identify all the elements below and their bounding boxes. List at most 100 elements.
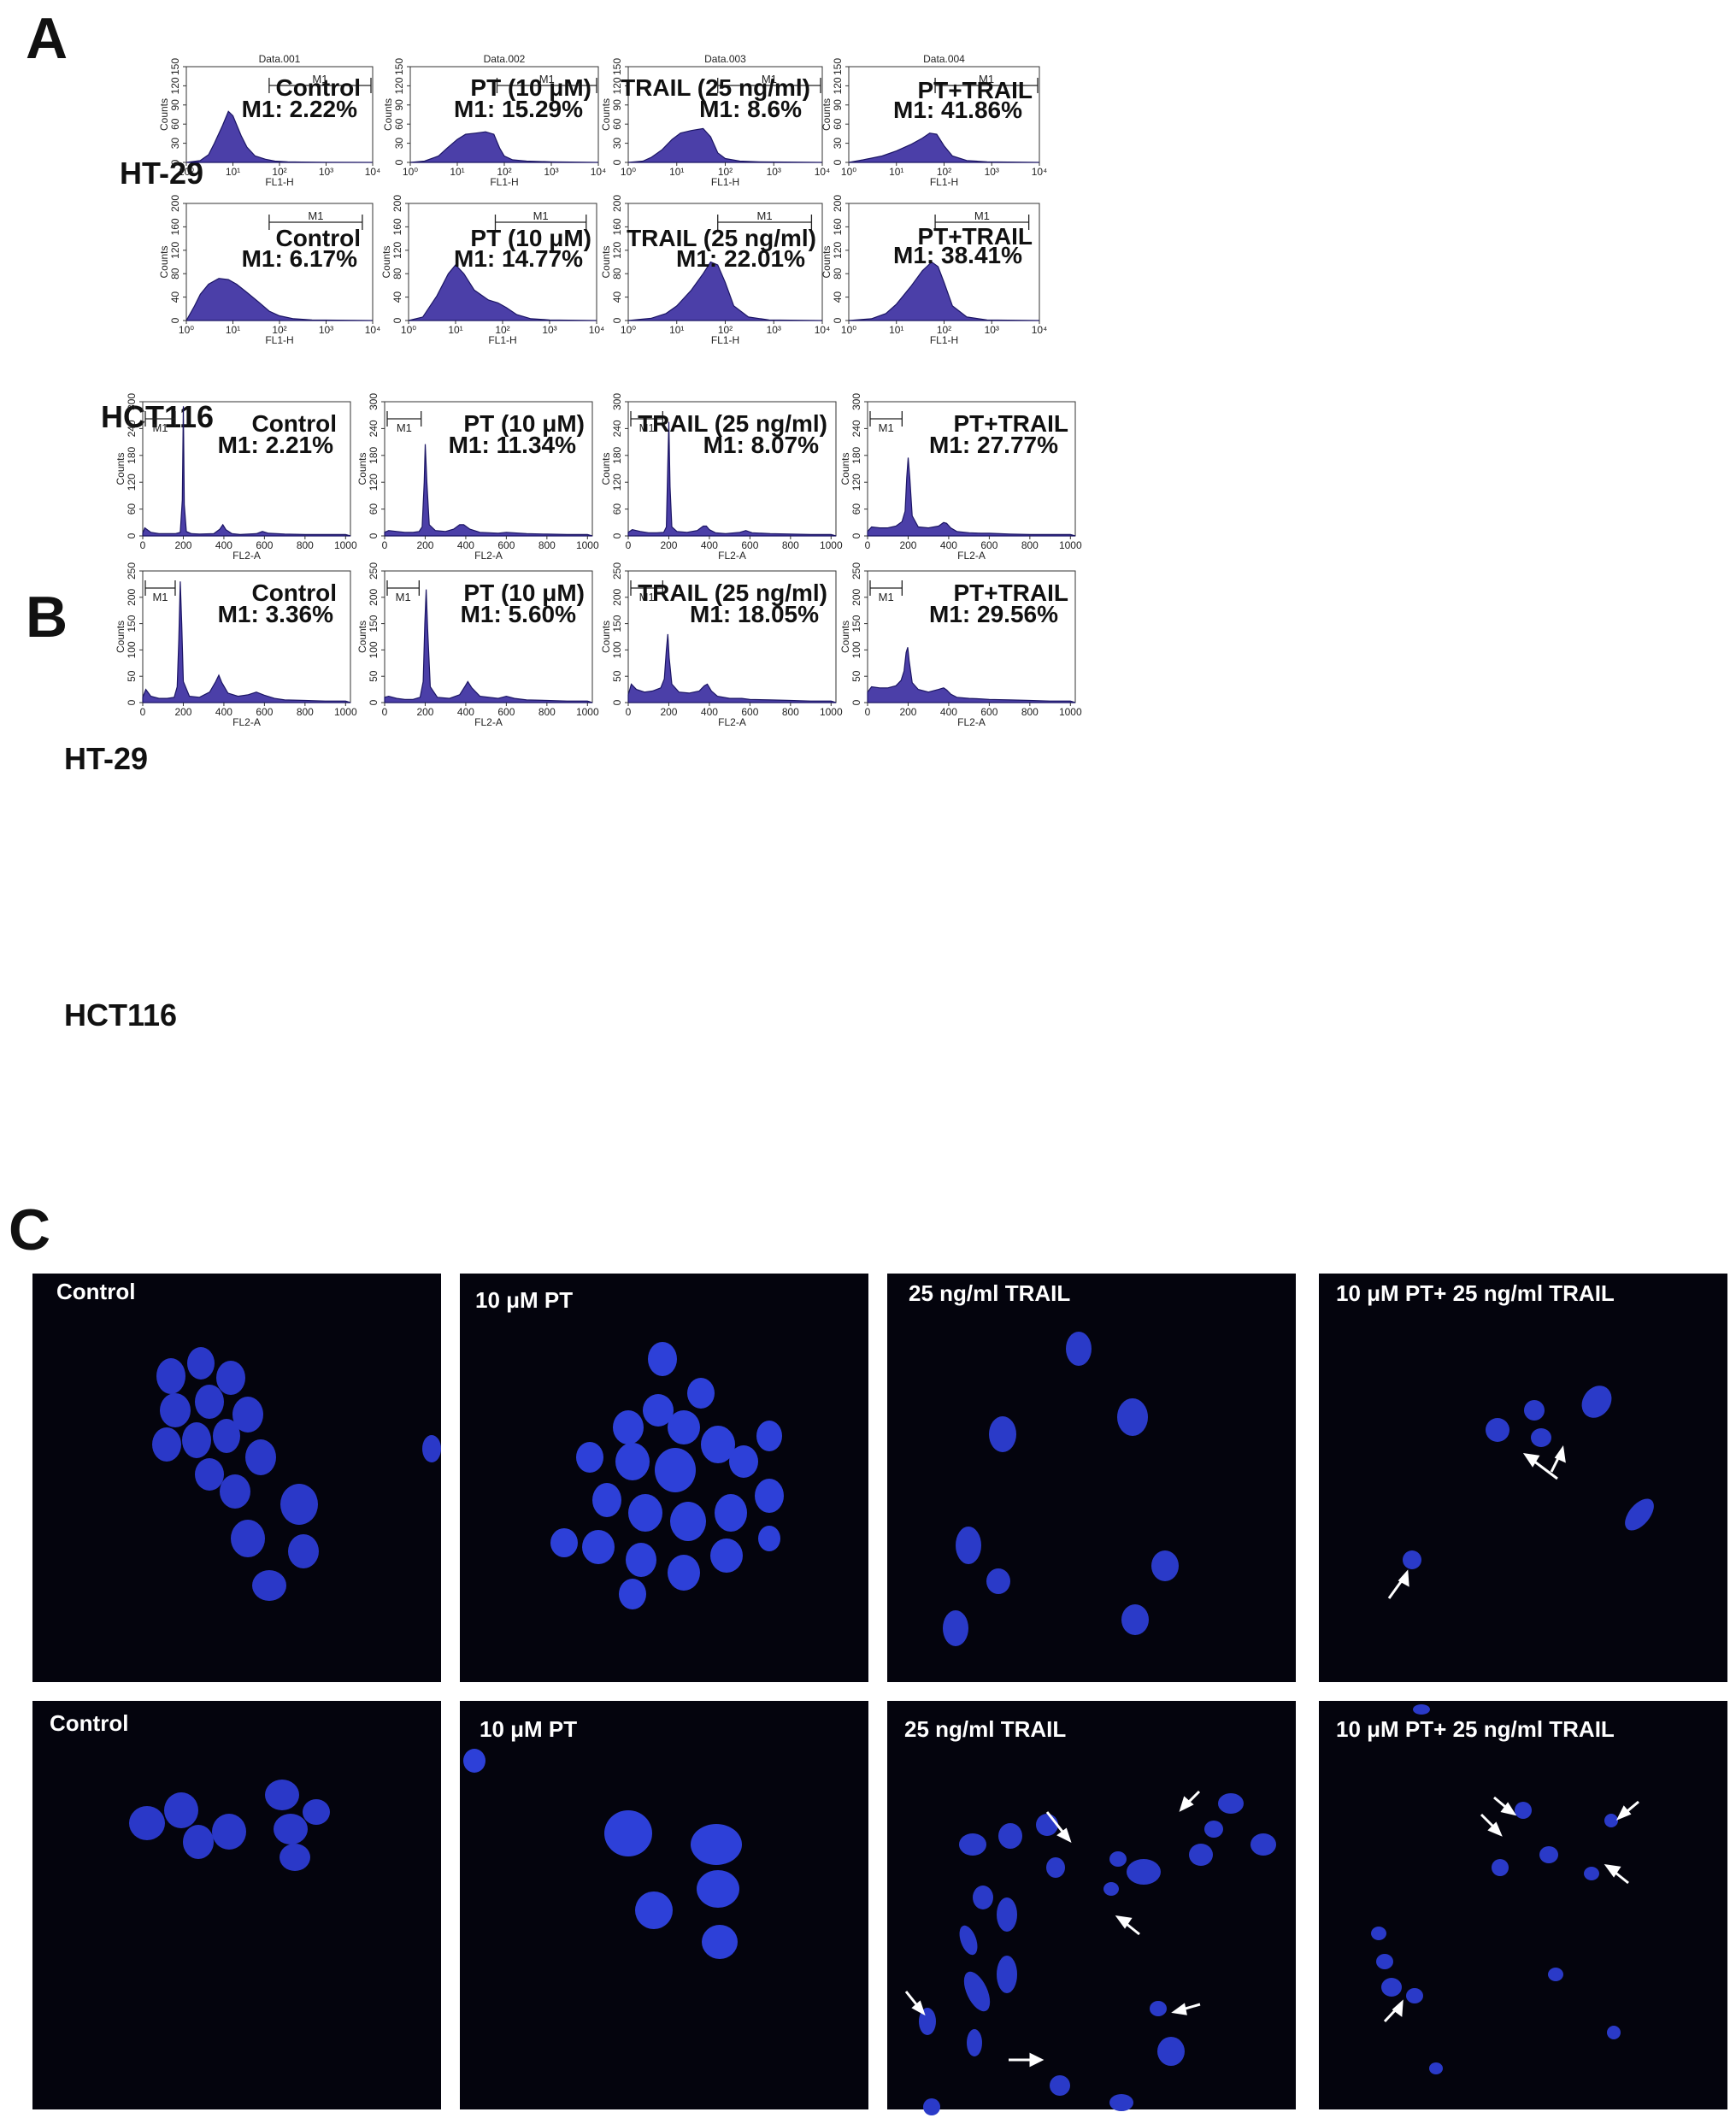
y-tick-label: 150 <box>850 615 862 632</box>
y-axis-label: Counts <box>600 98 612 131</box>
histogram-area <box>409 131 599 163</box>
y-tick-label: 300 <box>611 393 623 410</box>
micrograph-ht29-pt-trail: 10 μM PT+ 25 ng/ml TRAIL <box>1319 1274 1727 1682</box>
y-tick-label: 150 <box>611 615 623 632</box>
x-tick-label: 0 <box>382 706 388 718</box>
m1-percentage: M1: 2.21% <box>218 432 333 458</box>
x-tick-label: 800 <box>538 706 556 718</box>
y-tick-label: 0 <box>368 699 380 705</box>
micrograph-label: Control <box>50 1710 128 1736</box>
y-tick-label: 100 <box>368 641 380 658</box>
gate-label: M1 <box>539 73 555 85</box>
panel-letter-a: A <box>26 6 68 71</box>
micrograph-label: 10 μM PT+ 25 ng/ml TRAIL <box>1336 1280 1615 1306</box>
gate-marker: M1 <box>144 411 176 434</box>
y-tick-label: 60 <box>169 118 181 130</box>
m1-percentage: M1: 5.60% <box>461 601 576 627</box>
y-tick-label: 180 <box>126 446 138 463</box>
x-tick-label: 400 <box>701 706 718 718</box>
nuclei-cluster <box>129 1780 330 1871</box>
x-tick-label: 10¹ <box>448 324 462 336</box>
x-tick-label: 200 <box>416 539 433 551</box>
gate-marker: M1 <box>934 209 1030 230</box>
histogram-chart: 0 40 80 120 160 200 10⁰ 10¹ 10² 10³ 10⁴ FL1-H Counts… <box>158 195 380 346</box>
gate-label: M1 <box>757 209 773 222</box>
x-tick-label: 10⁴ <box>365 324 381 336</box>
y-tick-label: 40 <box>611 291 623 303</box>
y-tick-label: 0 <box>832 317 844 323</box>
y-tick-label: 300 <box>850 393 862 410</box>
y-tick-label: 200 <box>368 588 380 605</box>
y-tick-label: 50 <box>368 670 380 682</box>
x-tick-label: 400 <box>215 706 232 718</box>
x-tick-label: 10³ <box>985 166 999 178</box>
chart-header: Data.002 <box>484 53 526 65</box>
x-tick-label: 1000 <box>820 706 843 718</box>
x-tick-label: 200 <box>899 706 916 718</box>
y-tick-label: 150 <box>611 58 623 75</box>
y-tick-label: 0 <box>393 159 405 165</box>
histogram-area <box>627 127 823 163</box>
gate-marker: M1 <box>934 73 1039 93</box>
y-tick-label: 50 <box>126 670 138 682</box>
x-tick-label: 800 <box>538 539 556 551</box>
y-tick-label: 80 <box>832 268 844 279</box>
x-tick-label: 600 <box>256 706 273 718</box>
gate-marker: M1 <box>869 411 903 434</box>
x-tick-label: 10¹ <box>450 166 464 178</box>
m1-percentage: M1: 38.41% <box>893 242 1022 268</box>
x-tick-label: 10¹ <box>669 324 684 336</box>
y-tick-label: 100 <box>850 641 862 658</box>
y-tick-label: 0 <box>850 699 862 705</box>
y-tick-label: 40 <box>391 291 403 303</box>
micrograph-hct116-pt-trail: 10 μM PT+ 25 ng/ml TRAIL <box>1319 1701 1727 2109</box>
y-tick-label: 120 <box>169 241 181 258</box>
y-tick-label: 200 <box>169 195 181 212</box>
chart-header: Data.003 <box>704 53 746 65</box>
y-tick-label: 150 <box>368 615 380 632</box>
micrograph-ht29-pt: 10 μM PT <box>460 1274 868 1682</box>
y-tick-label: 120 <box>169 77 181 94</box>
gate-marker: M1 <box>144 580 176 603</box>
y-tick-label: 120 <box>832 77 844 94</box>
y-tick-label: 300 <box>368 393 380 410</box>
treatment-label: Control <box>251 580 337 606</box>
treatment-label: PT+TRAIL <box>917 77 1033 103</box>
x-tick-label: 600 <box>497 539 515 551</box>
m1-percentage: M1: 15.29% <box>454 96 583 122</box>
y-tick-label: 120 <box>611 241 623 258</box>
y-tick-label: 0 <box>169 317 181 323</box>
histogram-chart: 0 50 100 150 200 250 0 200 400 600 800 1000 FL2-A Cou… <box>839 562 1082 728</box>
y-tick-label: 0 <box>850 532 862 538</box>
m1-percentage: M1: 2.22% <box>242 96 357 122</box>
x-tick-label: 10² <box>272 324 286 336</box>
histogram-area <box>142 406 351 537</box>
y-tick-label: 60 <box>368 503 380 515</box>
x-tick-label: 0 <box>865 539 871 551</box>
y-tick-label: 100 <box>611 641 623 658</box>
treatment-label: Control <box>275 74 361 101</box>
m1-percentage: M1: 6.17% <box>242 245 357 272</box>
histogram-area <box>627 421 837 537</box>
y-tick-label: 0 <box>611 532 623 538</box>
histogram-chart: 0 40 80 120 160 200 10⁰ 10¹ 10² 10³ 10⁴ FL1-H Counts… <box>600 195 830 346</box>
row-label-a-hct116: HCT116 <box>101 399 214 434</box>
x-axis-label: FL1-H <box>930 334 958 346</box>
x-tick-label: 800 <box>782 539 799 551</box>
y-axis-label: Counts <box>821 98 833 131</box>
x-tick-label: 10⁰ <box>403 166 418 178</box>
histogram-area <box>384 444 593 537</box>
y-axis-label: Counts <box>600 452 612 485</box>
x-tick-label: 1000 <box>334 706 357 718</box>
x-tick-label: 200 <box>174 706 191 718</box>
x-tick-label: 10³ <box>319 166 333 178</box>
arrow-icon <box>1387 1445 1566 1599</box>
histogram-area <box>408 263 597 321</box>
y-tick-label: 0 <box>368 532 380 538</box>
y-tick-label: 30 <box>832 138 844 150</box>
m1-percentage: M1: 8.6% <box>699 96 802 122</box>
x-tick-label: 600 <box>980 539 997 551</box>
x-tick-label: 800 <box>1021 539 1039 551</box>
x-tick-label: 10² <box>937 324 951 336</box>
x-tick-label: 10⁰ <box>621 166 636 178</box>
